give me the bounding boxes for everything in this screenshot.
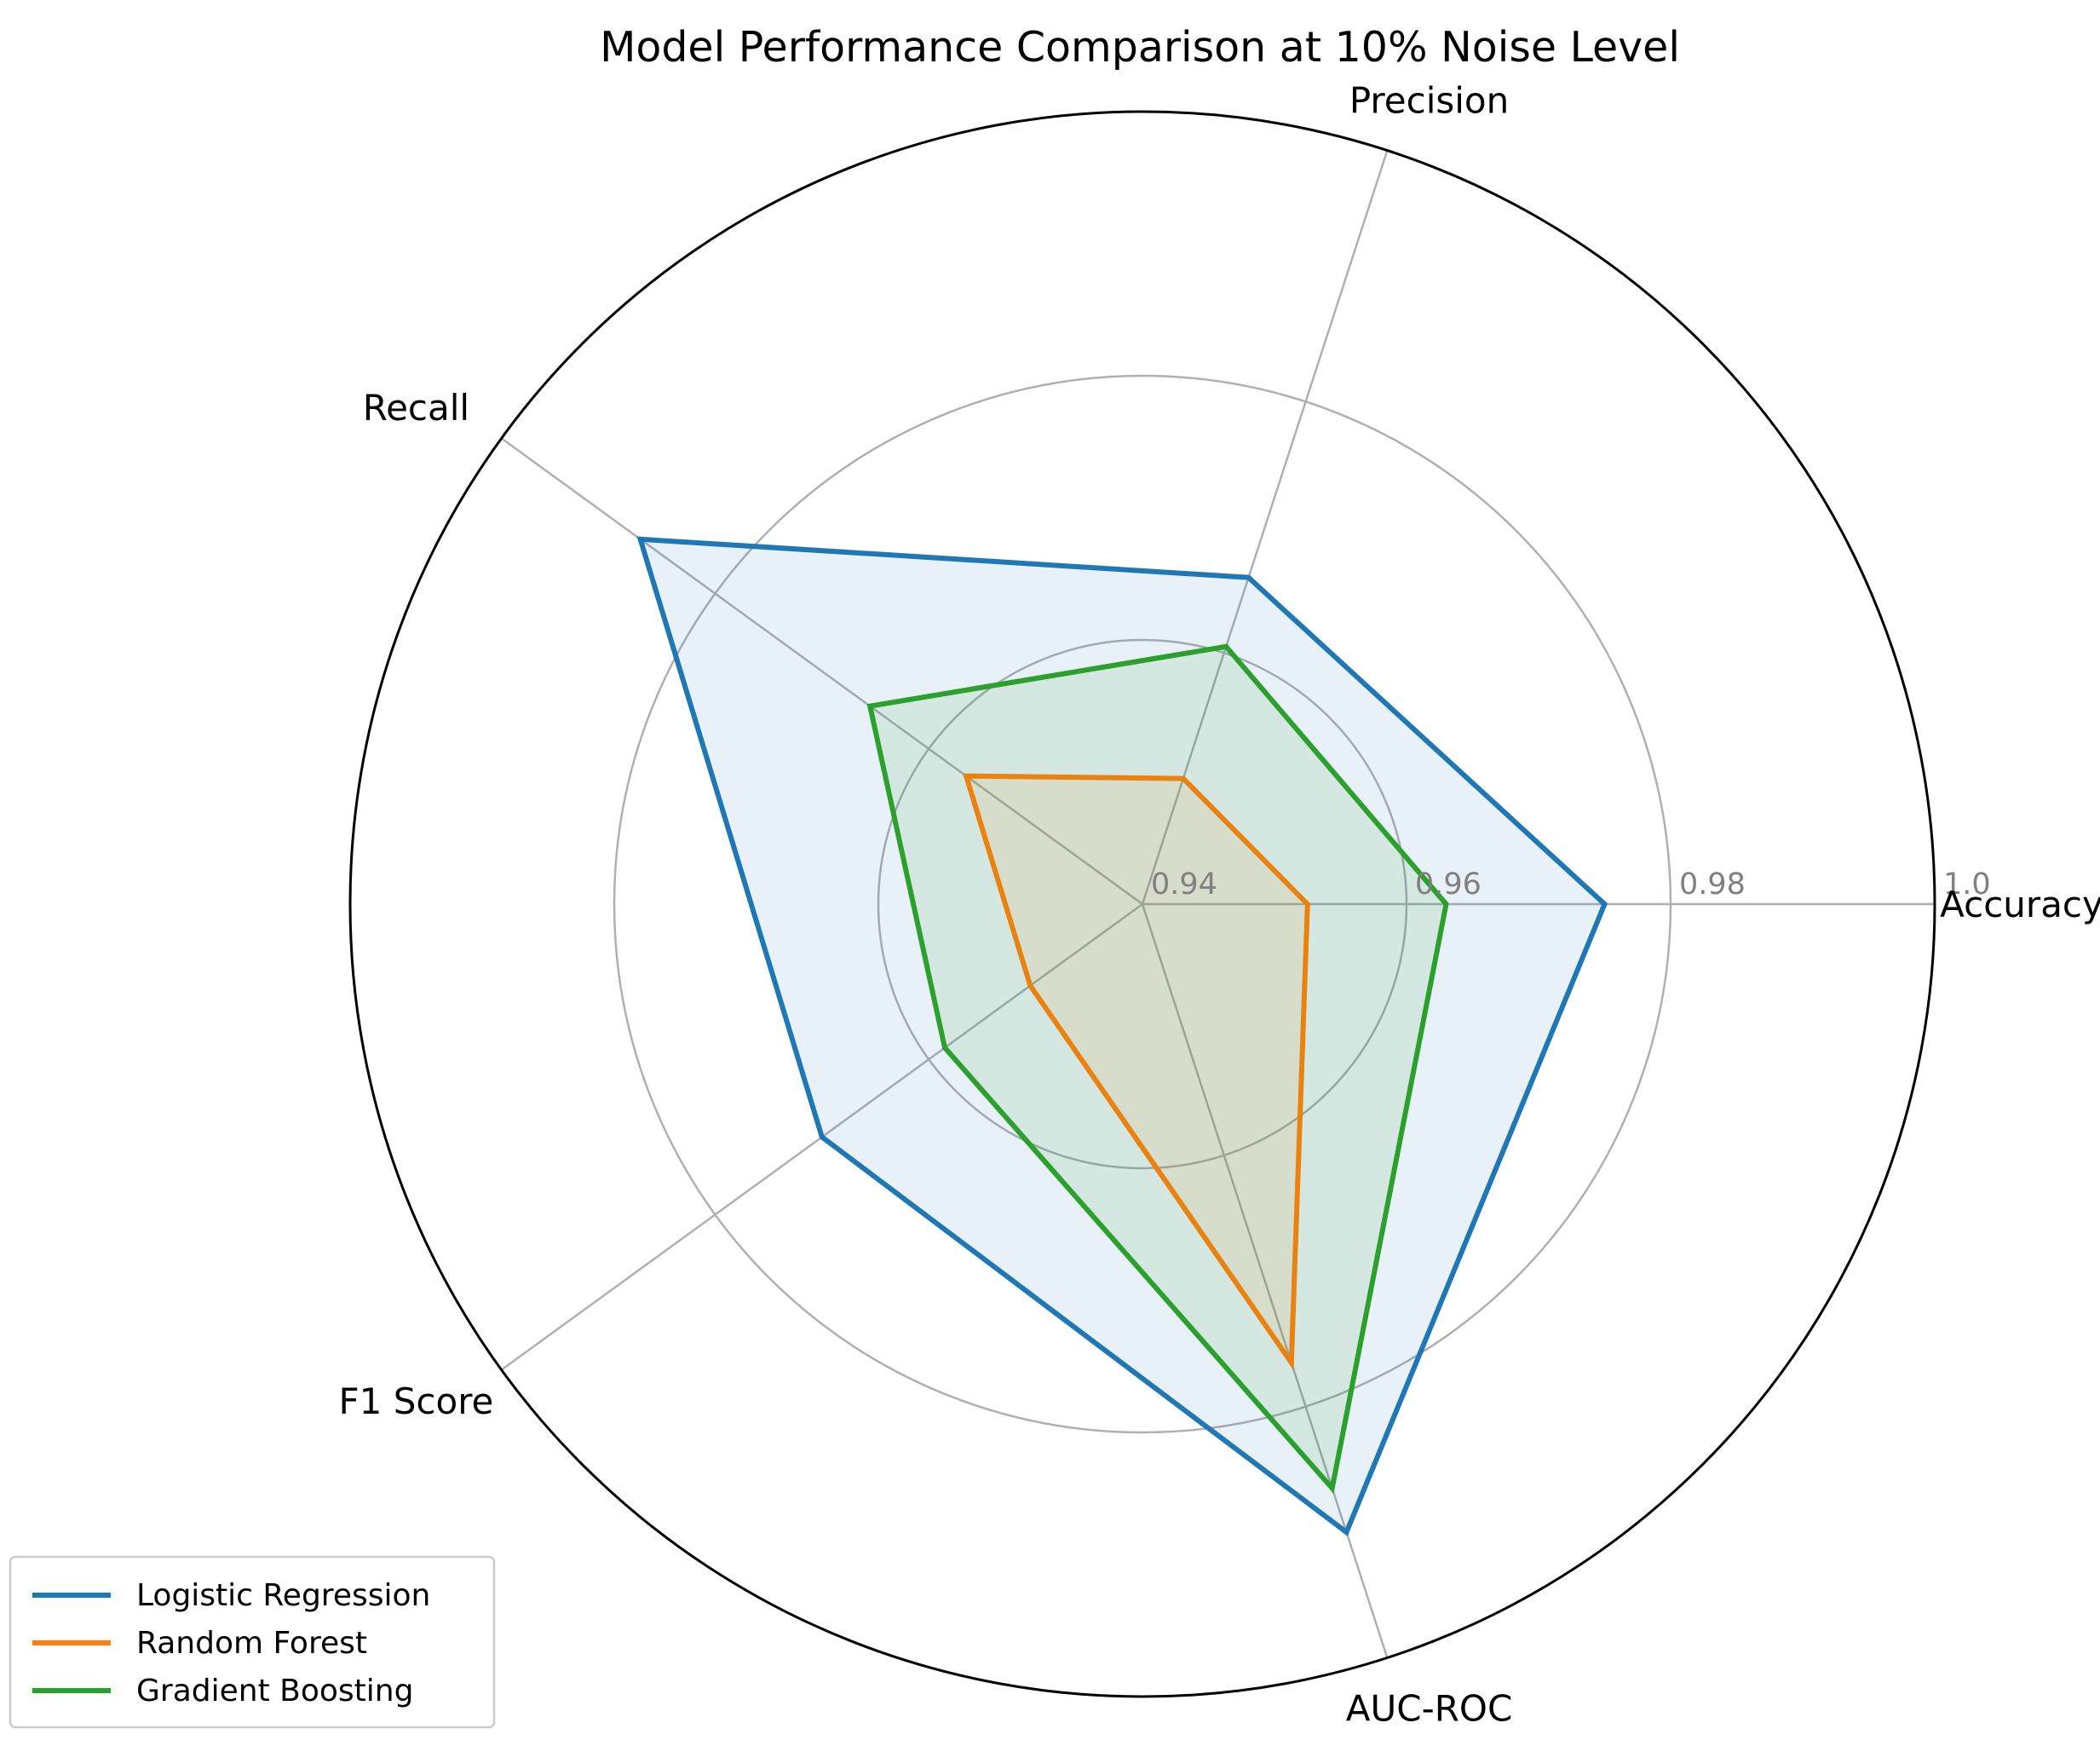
point-logistic-regression-accuracy (1603, 902, 1606, 906)
point-gradient-boosting-precision (1224, 645, 1228, 648)
point-random-forest-f1-score (1028, 984, 1032, 988)
radar-series (636, 536, 1608, 1536)
axis-label-recall: Recall (363, 387, 469, 429)
point-random-forest-accuracy (1306, 902, 1309, 906)
point-logistic-regression-precision (1247, 576, 1251, 579)
axis-label-f1-score: F1 Score (339, 1380, 494, 1422)
series-fill-gradient-boosting (870, 646, 1447, 1489)
point-logistic-regression-recall (639, 538, 642, 541)
r-tick-label-3: 1.0 (1943, 867, 1991, 902)
chart-title: Model Performance Comparison at 10% Nois… (600, 23, 1680, 72)
spoke-recall (500, 437, 1143, 906)
point-gradient-boosting-accuracy (1445, 902, 1447, 906)
point-logistic-regression-auc-roc (1344, 1530, 1348, 1534)
legend-box (9, 1555, 496, 1729)
legend-label-logistic-regression: Logistic Regression (136, 1578, 430, 1613)
legend: Logistic Regression Random Forest Gradient… (9, 1555, 496, 1729)
point-logistic-regression-f1-score (820, 1135, 824, 1138)
point-random-forest-precision (1182, 777, 1185, 781)
point-gradient-boosting-recall (868, 705, 872, 708)
point-gradient-boosting-auc-roc (1331, 1486, 1334, 1490)
axis-label-auc-roc: AUC-ROC (1346, 1687, 1513, 1729)
r-tick-label-2: 0.98 (1679, 867, 1746, 902)
point-gradient-boosting-f1-score (943, 1046, 946, 1050)
r-tick-label-1: 0.96 (1415, 867, 1482, 902)
legend-label-random-forest: Random Forest (136, 1626, 367, 1661)
r-tick-label-0: 0.94 (1151, 867, 1217, 902)
series-line-random-forest (963, 773, 1310, 1371)
point-random-forest-auc-roc (1290, 1361, 1293, 1364)
legend-label-gradient-boosting: Gradient Boosting (136, 1674, 413, 1709)
outer-frame (348, 110, 1936, 1698)
series-line-logistic-regression (636, 536, 1608, 1536)
series-line-gradient-boosting (866, 643, 1449, 1495)
point-random-forest-recall (964, 775, 968, 778)
series-fill-logistic-regression (640, 539, 1605, 1533)
axis-label-accuracy: Accuracy (1940, 884, 2100, 925)
axis-label-precision: Precision (1349, 80, 1509, 122)
series-fill-random-forest (966, 775, 1308, 1363)
